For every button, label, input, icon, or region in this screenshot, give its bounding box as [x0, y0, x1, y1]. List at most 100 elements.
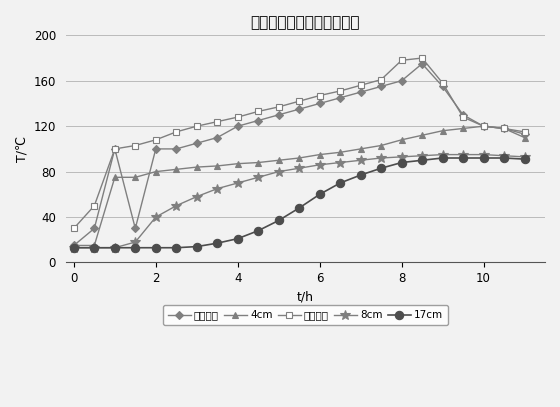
环境温度 — [276, 112, 282, 117]
试材表面 — [276, 105, 282, 109]
试材表面 — [132, 143, 139, 148]
17cm — [378, 166, 385, 171]
17cm — [111, 245, 118, 250]
试材表面 — [521, 129, 528, 134]
8cm — [91, 245, 97, 250]
试材表面 — [419, 56, 426, 61]
环境温度 — [357, 90, 364, 94]
17cm — [235, 236, 241, 241]
环境温度 — [480, 124, 487, 129]
Legend: 环境温度, 4cm, 试材表面, 8cm, 17cm: 环境温度, 4cm, 试材表面, 8cm, 17cm — [162, 305, 448, 326]
4cm — [316, 152, 323, 157]
试材表面 — [193, 124, 200, 129]
17cm — [439, 155, 446, 160]
环境温度 — [439, 84, 446, 89]
8cm — [439, 152, 446, 157]
17cm — [173, 245, 180, 250]
试材表面 — [316, 93, 323, 98]
Line: 8cm: 8cm — [69, 150, 529, 253]
Line: 试材表面: 试材表面 — [71, 55, 528, 232]
4cm — [398, 138, 405, 142]
4cm — [235, 161, 241, 166]
4cm — [296, 155, 302, 160]
试材表面 — [337, 89, 343, 94]
17cm — [214, 241, 221, 246]
8cm — [111, 245, 118, 250]
8cm — [235, 181, 241, 186]
4cm — [173, 167, 180, 172]
环境温度 — [193, 141, 200, 146]
环境温度 — [316, 101, 323, 106]
8cm — [276, 169, 282, 174]
4cm — [439, 128, 446, 133]
Line: 17cm: 17cm — [69, 154, 529, 252]
环境温度 — [111, 147, 118, 151]
环境温度 — [521, 132, 528, 137]
Line: 环境温度: 环境温度 — [71, 61, 528, 248]
环境温度 — [214, 135, 221, 140]
试材表面 — [501, 126, 507, 131]
17cm — [357, 173, 364, 177]
4cm — [357, 147, 364, 151]
4cm — [71, 243, 77, 248]
8cm — [480, 152, 487, 157]
环境温度 — [337, 95, 343, 100]
试材表面 — [152, 138, 159, 142]
X-axis label: t/h: t/h — [297, 291, 314, 304]
4cm — [111, 175, 118, 180]
环境温度 — [235, 124, 241, 129]
17cm — [91, 245, 97, 250]
环境温度 — [71, 243, 77, 248]
试材表面 — [480, 124, 487, 129]
试材表面 — [235, 115, 241, 120]
17cm — [193, 244, 200, 249]
17cm — [337, 181, 343, 186]
8cm — [132, 240, 139, 245]
环境温度 — [419, 61, 426, 66]
4cm — [460, 126, 466, 131]
8cm — [193, 194, 200, 199]
4cm — [521, 135, 528, 140]
8cm — [173, 203, 180, 208]
4cm — [419, 133, 426, 138]
17cm — [480, 155, 487, 160]
4cm — [378, 143, 385, 148]
17cm — [71, 245, 77, 250]
试材表面 — [91, 203, 97, 208]
环境温度 — [501, 126, 507, 131]
17cm — [132, 245, 139, 250]
17cm — [501, 155, 507, 160]
4cm — [132, 175, 139, 180]
8cm — [316, 162, 323, 167]
Y-axis label: T/℃: T/℃ — [15, 136, 28, 162]
8cm — [337, 160, 343, 165]
4cm — [214, 164, 221, 168]
4cm — [91, 243, 97, 248]
17cm — [419, 158, 426, 163]
试材表面 — [398, 58, 405, 63]
试材表面 — [460, 115, 466, 120]
17cm — [460, 155, 466, 160]
8cm — [71, 245, 77, 250]
8cm — [501, 153, 507, 158]
8cm — [357, 158, 364, 163]
8cm — [214, 186, 221, 191]
环境温度 — [398, 78, 405, 83]
环境温度 — [296, 107, 302, 112]
环境温度 — [132, 226, 139, 231]
4cm — [276, 158, 282, 163]
试材表面 — [255, 109, 262, 114]
环境温度 — [173, 147, 180, 151]
17cm — [521, 157, 528, 162]
8cm — [296, 166, 302, 171]
Line: 4cm: 4cm — [71, 123, 528, 249]
8cm — [152, 214, 159, 219]
环境温度 — [378, 84, 385, 89]
17cm — [255, 228, 262, 233]
试材表面 — [214, 119, 221, 124]
试材表面 — [357, 83, 364, 88]
Title: 花旗松不同位置的温度变化: 花旗松不同位置的温度变化 — [250, 15, 360, 30]
8cm — [378, 155, 385, 160]
环境温度 — [152, 147, 159, 151]
17cm — [152, 245, 159, 250]
